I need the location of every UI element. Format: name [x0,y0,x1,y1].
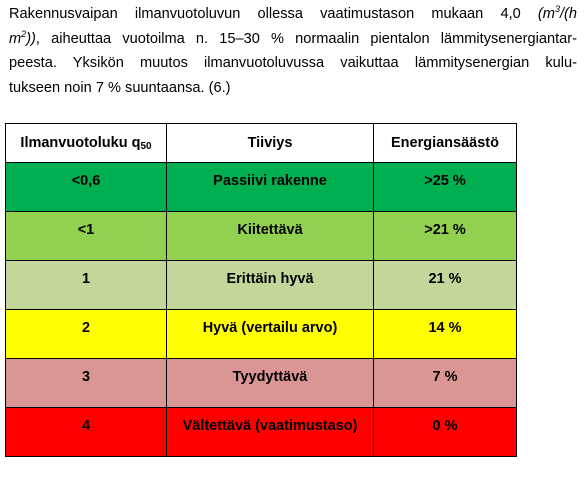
cell-energy-saving: 0 % [373,407,517,457]
cell-air-leakage-value: 4 [5,407,167,457]
cell-air-leakage-value: 2 [5,309,167,359]
paragraph-line-3: peesta. Yksikön muutos ilmanvuotoluvussa… [9,51,577,76]
air-leakage-table: Ilmanvuotoluku q50 Tiiviys Energiansääst… [5,123,517,457]
paragraph-text: tukseen noin 7 % suuntaansa. (6.) [9,79,231,96]
cell-air-leakage-value: 1 [5,260,167,310]
cell-air-leakage-value: <1 [5,211,167,261]
cell-tightness: Passiivi rakenne [166,162,374,212]
table-row: 4 Vältettävä (vaatimustaso) 0 % [5,407,517,457]
cell-energy-saving: 14 % [373,309,517,359]
cell-tightness: Hyvä (vertailu arvo) [166,309,374,359]
table-row: <0,6 Passiivi rakenne >25 % [5,162,517,212]
header-tightness: Tiiviys [166,123,374,163]
cell-tightness: Erittäin hyvä [166,260,374,310]
table-row: 3 Tyydyttävä 7 % [5,358,517,408]
cell-tightness: Tyydyttävä [166,358,374,408]
unit-text: m2)) [9,28,36,47]
table-row: 1 Erittäin hyvä 21 % [5,260,517,310]
paragraph-text: Rakennusvaipan ilmanvuotoluvun ollessa v… [9,6,538,22]
cell-tightness: Kiitettävä [166,211,374,261]
paragraph-line-4: tukseen noin 7 % suuntaansa. (6.) [9,76,577,101]
header-energy-saving: Energiansäästö [373,123,517,163]
paragraph-line-2: m2)), aiheuttaa vuotoilma n. 15–30 % nor… [9,27,577,52]
paragraph-text: , aiheuttaa vuotoilma n. 15–30 % normaal… [35,30,577,47]
cell-energy-saving: >25 % [373,162,517,212]
cell-air-leakage-value: 3 [5,358,167,408]
cell-energy-saving: 21 % [373,260,517,310]
table-row: 2 Hyvä (vertailu arvo) 14 % [5,309,517,359]
table-body: <0,6 Passiivi rakenne >25 % <1 Kiitettäv… [5,162,517,457]
cell-energy-saving: >21 % [373,211,517,261]
table-row: <1 Kiitettävä >21 % [5,211,517,261]
cell-air-leakage-value: <0,6 [5,162,167,212]
header-air-leakage-rate: Ilmanvuotoluku q50 [5,123,167,163]
body-paragraph: Rakennusvaipan ilmanvuotoluvun ollessa v… [9,2,577,100]
unit-text: (m3/(h [537,4,577,23]
paragraph-text: peesta. Yksikön muutos ilmanvuotoluvussa… [9,55,577,71]
cell-energy-saving: 7 % [373,358,517,408]
paragraph-line-1: Rakennusvaipan ilmanvuotoluvun ollessa v… [9,2,577,27]
table-header-row: Ilmanvuotoluku q50 Tiiviys Energiansääst… [5,123,517,163]
cell-tightness: Vältettävä (vaatimustaso) [166,407,374,457]
